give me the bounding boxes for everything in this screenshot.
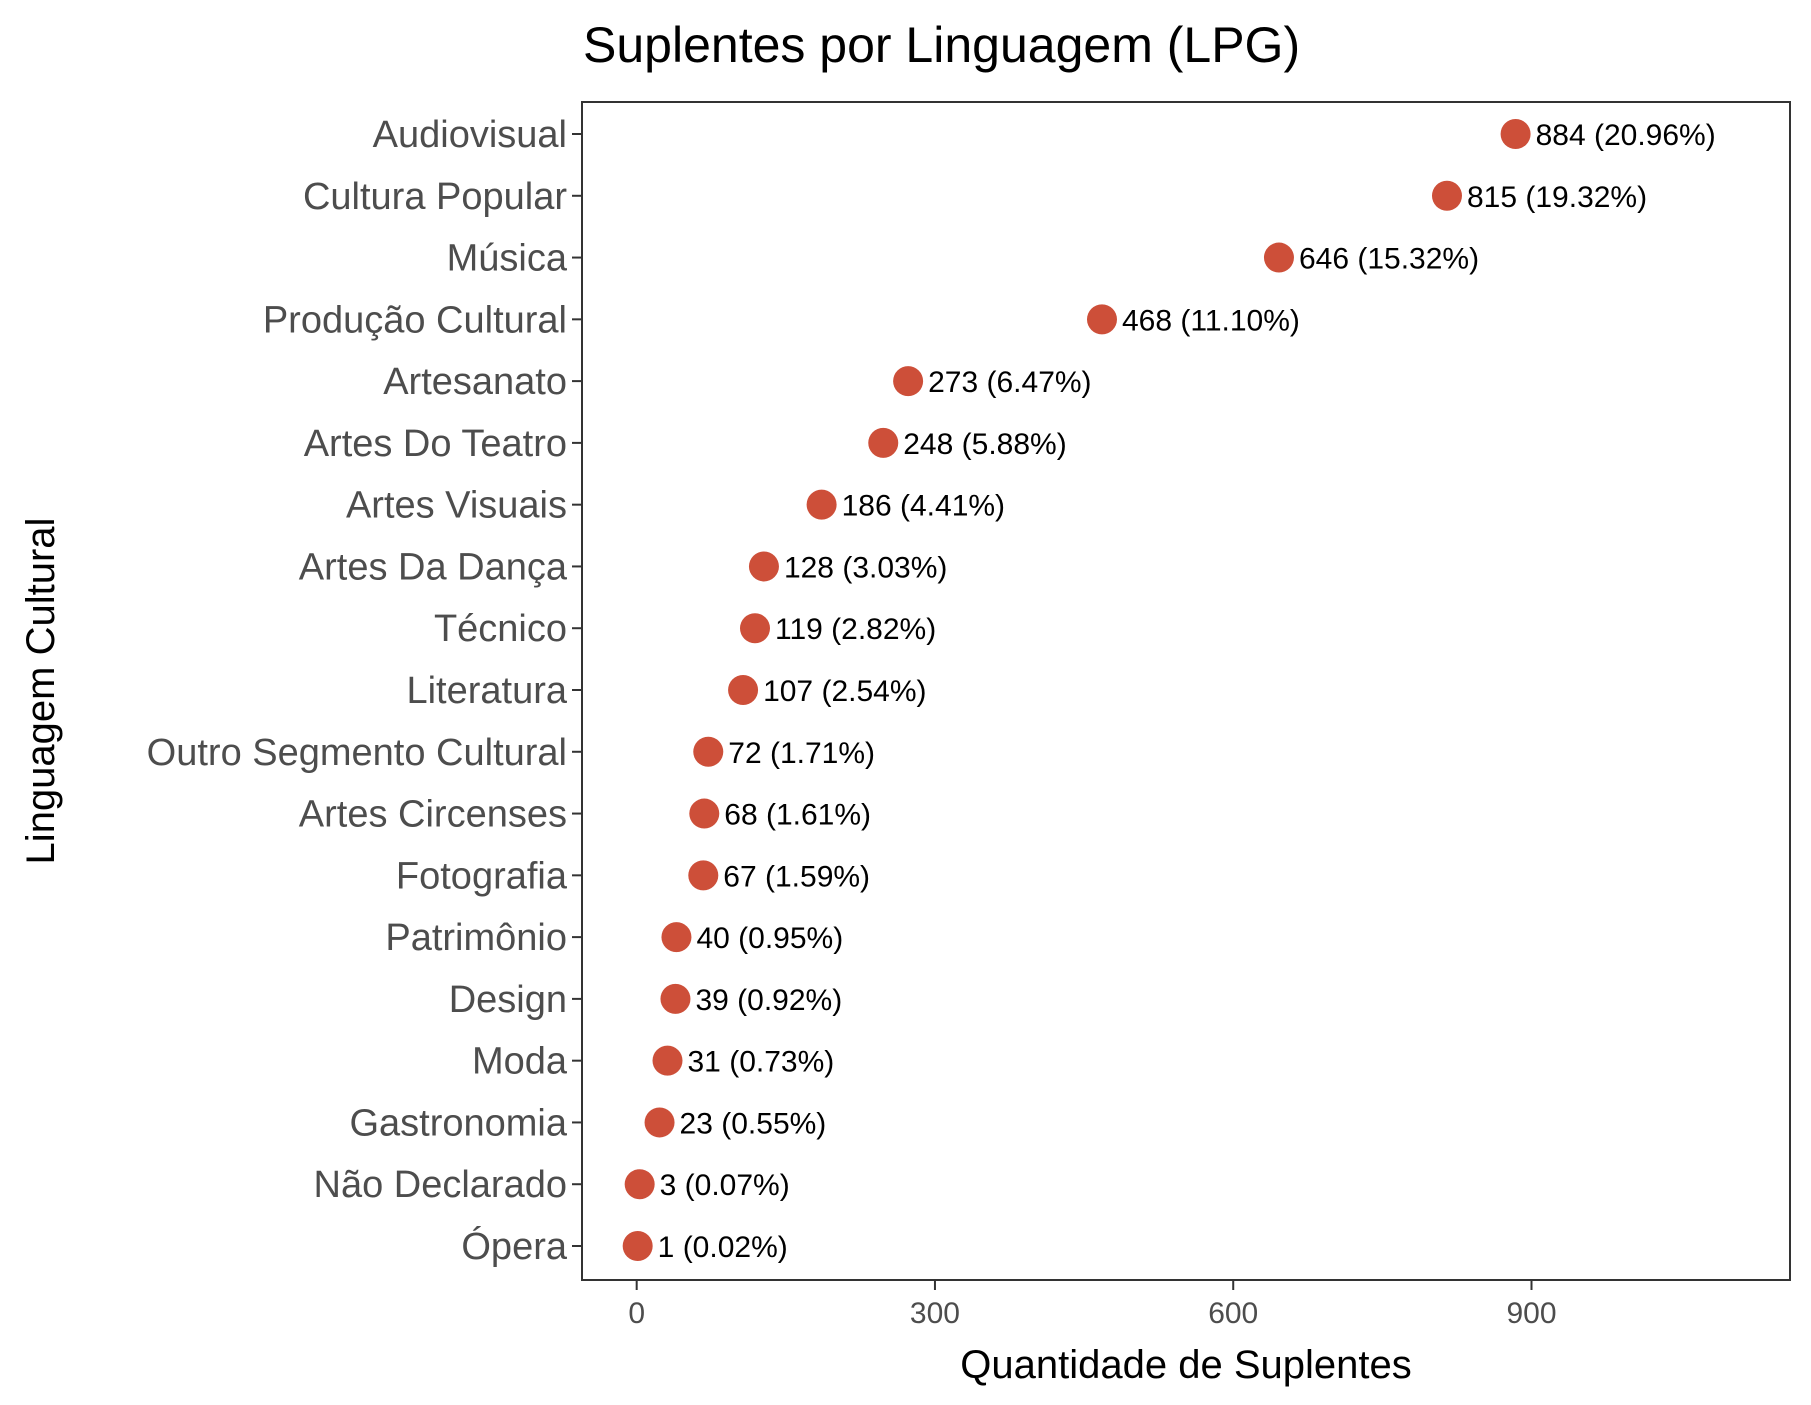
data-label: 23 (0.55%) (680, 1107, 827, 1140)
y-tick-label: Patrimônio (385, 917, 567, 959)
y-tick-label: Artes Circenses (299, 794, 567, 836)
x-tick-label: 600 (1208, 1297, 1258, 1330)
data-point (622, 1231, 653, 1261)
data-point (624, 1169, 655, 1200)
data-label: 72 (1.71%) (728, 737, 875, 770)
data-label: 646 (15.32%) (1299, 243, 1479, 276)
data-label: 468 (11.10%) (1122, 304, 1300, 337)
data-point (728, 675, 759, 705)
y-tick-label: Ópera (461, 1225, 567, 1268)
x-tick-label: 300 (910, 1297, 960, 1330)
x-tick-label: 0 (628, 1297, 645, 1330)
data-label: 67 (1.59%) (723, 860, 870, 893)
data-point (652, 1045, 683, 1076)
data-point (1500, 119, 1531, 149)
data-point (660, 983, 691, 1014)
y-tick-label: Técnico (434, 608, 567, 650)
data-label: 68 (1.61%) (724, 799, 871, 832)
data-point (689, 798, 720, 829)
y-tick-label: Design (449, 979, 567, 1021)
data-label: 107 (2.54%) (763, 675, 926, 708)
x-axis-title: Quantidade de Suplentes (960, 1343, 1411, 1387)
data-point (1263, 242, 1294, 273)
data-point (893, 366, 924, 397)
data-label: 248 (5.88%) (903, 428, 1066, 461)
x-axis: 0 300 600 900 (628, 1280, 1557, 1330)
y-tick-label: Produção Cultural (263, 299, 567, 341)
data-point (693, 736, 724, 767)
y-tick-label: Audiovisual (373, 114, 567, 156)
y-tick-label: Literatura (406, 670, 567, 712)
data-label: 186 (4.41%) (842, 490, 1005, 523)
data-label: 128 (3.03%) (784, 551, 947, 584)
y-tick-label: Música (447, 238, 568, 280)
data-label: 119 (2.82%) (775, 613, 936, 646)
data-point (688, 860, 719, 891)
y-tick-label: Artes Da Dança (299, 546, 568, 588)
y-tick-label: Artesanato (383, 361, 567, 403)
data-point (1431, 180, 1462, 211)
data-point (806, 489, 837, 520)
y-axis: Audiovisual Cultura Popular Música Produção… (147, 114, 582, 1268)
data-point (868, 427, 899, 458)
y-tick-label: Outro Segmento Cultural (147, 732, 567, 774)
data-label: 1 (0.02%) (658, 1231, 788, 1264)
y-tick-label: Gastronomia (349, 1102, 567, 1144)
y-tick-label: Não Declarado (314, 1164, 567, 1206)
y-tick-label: Artes Visuais (346, 485, 567, 527)
data-marks: 884 (20.96%) 815 (19.32%) 646 (15.32%) 468 … (622, 119, 1716, 1264)
data-point (1086, 304, 1117, 335)
data-label: 39 (0.92%) (695, 984, 842, 1017)
data-label: 273 (6.47%) (928, 366, 1091, 399)
data-point (739, 613, 770, 644)
data-label: 31 (0.73%) (688, 1046, 835, 1079)
y-tick-label: Moda (472, 1041, 568, 1083)
y-axis-title: Linguagem Cultural (19, 518, 63, 865)
y-tick-label: Cultura Popular (303, 176, 567, 218)
y-tick-label: Artes Do Teatro (304, 423, 567, 465)
y-tick-label: Fotografia (396, 855, 568, 897)
x-tick-label: 900 (1506, 1297, 1556, 1330)
data-label: 815 (19.32%) (1467, 181, 1647, 214)
data-label: 40 (0.95%) (696, 922, 843, 955)
plot-panel (581, 101, 1791, 1281)
data-point (748, 551, 779, 582)
chart-title: Suplentes por Linguagem (LPG) (583, 17, 1300, 73)
data-label: 3 (0.07%) (660, 1169, 790, 1202)
data-point (644, 1107, 675, 1138)
data-point (661, 922, 692, 953)
data-label: 884 (20.96%) (1536, 119, 1716, 152)
